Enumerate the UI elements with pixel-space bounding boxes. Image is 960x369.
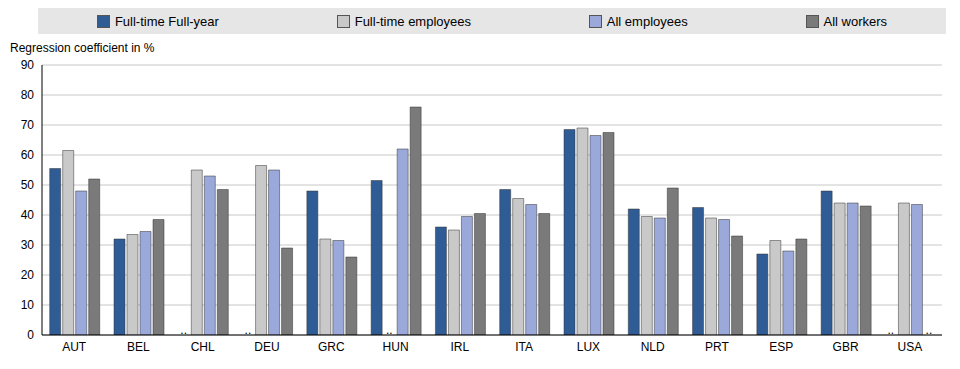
html-text:All employees: All employees	[606, 13, 688, 29]
svg-text:ESP: ESP	[769, 340, 793, 354]
svg-text:HUN: HUN	[383, 340, 409, 354]
svg-text:GBR: GBR	[833, 340, 859, 354]
svg-text:40: 40	[21, 208, 35, 222]
svg-text:90: 90	[21, 58, 35, 72]
html-text:All workers: All workers	[823, 13, 888, 29]
svg-text:LUX: LUX	[577, 340, 600, 354]
svg-text:30: 30	[21, 238, 35, 252]
svg-text:PRT: PRT	[705, 340, 729, 354]
svg-text:NLD: NLD	[641, 340, 665, 354]
svg-text:GRC: GRC	[318, 340, 345, 354]
svg-text:..: ..	[245, 323, 252, 337]
svg-text:IRL: IRL	[451, 340, 470, 354]
svg-text:80: 80	[21, 88, 35, 102]
svg-text:CHL: CHL	[191, 340, 215, 354]
svg-text:70: 70	[21, 118, 35, 132]
svg-text:..: ..	[926, 323, 933, 337]
svg-text:AUT: AUT	[62, 340, 87, 354]
html-text:Full-time employees: Full-time employees	[354, 13, 471, 29]
svg-text:20: 20	[21, 268, 35, 282]
svg-text:50: 50	[21, 178, 35, 192]
svg-text:DEU: DEU	[254, 340, 279, 354]
svg-text:..: ..	[386, 323, 393, 337]
svg-text:0: 0	[27, 328, 34, 342]
svg-text:USA: USA	[898, 340, 923, 354]
html-text:Regression coefficient in %: Regression coefficient in %	[10, 41, 155, 55]
svg-text:10: 10	[21, 298, 35, 312]
svg-text:60: 60	[21, 148, 35, 162]
svg-text:ITA: ITA	[515, 340, 533, 354]
svg-text:..: ..	[887, 323, 894, 337]
svg-text:BEL: BEL	[127, 340, 150, 354]
svg-text:..: ..	[180, 323, 187, 337]
html-text:Full-time Full-year: Full-time Full-year	[114, 13, 219, 29]
